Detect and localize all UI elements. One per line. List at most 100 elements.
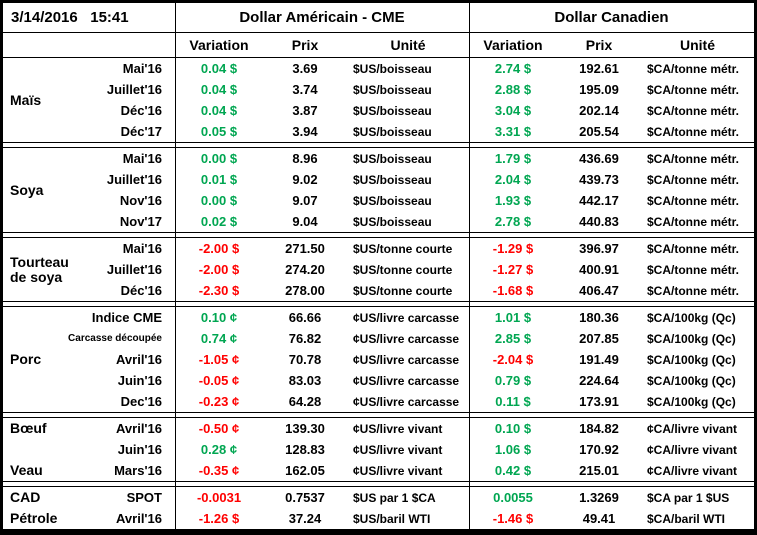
us-prix-value: 37.24 <box>288 511 322 526</box>
contract-label: Déc'17 <box>120 124 162 139</box>
contract-label: Juillet'16 <box>106 262 162 277</box>
us-unite-value: $US/boisseau <box>353 103 432 118</box>
contract-label: Indice CME <box>91 310 162 325</box>
us-variation-value: -2.30 $ <box>198 283 240 298</box>
contract-label: Mai'16 <box>122 241 162 256</box>
contract-label: Avril'16 <box>116 421 162 436</box>
ca-variation-value: 2.78 $ <box>494 214 532 229</box>
ca-unite-value: $CA/tonne métr. <box>647 124 740 139</box>
us-variation-value: 0.04 $ <box>200 82 238 97</box>
contract-label: Nov'16 <box>119 193 162 208</box>
contract-label: Mai'16 <box>122 151 162 166</box>
ca-variation-value: 2.04 $ <box>494 172 532 187</box>
commodity-label: Pétrole <box>10 510 58 526</box>
ca-unite-value: $CA/tonne métr. <box>647 172 740 187</box>
ca-unite-value: $CA/tonne métr. <box>647 61 740 76</box>
us-unite-value: $US/boisseau <box>353 82 432 97</box>
contract-label: Nov'17 <box>119 214 162 229</box>
us-variation-value: -1.26 $ <box>198 511 240 526</box>
us-prix-value: 0.7537 <box>285 490 325 505</box>
ca-prix-value: 440.83 <box>579 214 619 229</box>
group-boeuf-veau: Bœuf Avril'16 -0.50 ¢ 139.30 ¢US/livre vivan… <box>3 417 754 482</box>
ca-prix-value: 202.14 <box>579 103 619 118</box>
us-unite-value: $US/tonne courte <box>353 262 453 277</box>
us-variation-value: 0.05 $ <box>200 124 238 139</box>
ca-unite-value: $CA/tonne métr. <box>647 151 740 166</box>
ca-prix-value: 436.69 <box>579 151 619 166</box>
us-prix-value: 139.30 <box>285 421 325 436</box>
commodity-label: Maïs <box>10 91 42 108</box>
commodity-label: Tourteau de soya <box>10 253 69 285</box>
us-variation-value: 0.01 $ <box>200 172 238 187</box>
us-unite-value: ¢US/livre carcasse <box>353 310 460 325</box>
us-column-divider <box>175 3 176 530</box>
us-prix-value: 162.05 <box>285 463 325 478</box>
us-prix-value: 9.02 <box>292 172 318 187</box>
us-prix-value: 3.94 <box>292 124 318 139</box>
us-prix-value: 278.00 <box>285 283 325 298</box>
us-variation-value: 0.00 $ <box>200 193 238 208</box>
ca-variation-value: 2.74 $ <box>494 61 532 76</box>
us-prix-value: 66.66 <box>288 310 322 325</box>
us-variation-value: -0.05 ¢ <box>198 373 240 388</box>
us-unite-value: $US/boisseau <box>353 172 432 187</box>
group-soya: Soya Mai'16 0.00 $ 8.96 $US/boisseau 1.79 $ 43… <box>3 147 754 233</box>
us-prix-value: 8.96 <box>292 151 318 166</box>
ca-variation-value: 2.88 $ <box>494 82 532 97</box>
us-unite-value: ¢US/livre carcasse <box>353 352 460 367</box>
us-variation-value: 0.28 ¢ <box>200 442 238 457</box>
us-prix-value: 76.82 <box>288 331 322 346</box>
contract-label: Carcasse découpée <box>68 333 162 344</box>
us-unite-value: $US par 1 $CA <box>353 490 436 505</box>
commodity-label: CAD <box>10 489 41 505</box>
us-unite-value: $US/tonne courte <box>353 241 453 256</box>
ca-unite-value: $CA/baril WTI <box>647 511 726 526</box>
us-prix-value: 64.28 <box>288 394 322 409</box>
ca-variation-value: 0.0055 <box>493 490 533 505</box>
group-mais: Maïs Mai'16 0.04 $ 3.69 $US/boisseau 2.74 $ 19… <box>3 57 754 143</box>
us-prix-value: 3.74 <box>292 82 318 97</box>
us-prix-value: 128.83 <box>285 442 325 457</box>
ca-unite-header: Unité <box>680 37 715 53</box>
ca-prix-value: 184.82 <box>579 421 619 436</box>
ca-prix-value: 180.36 <box>579 310 619 325</box>
us-unite-value: ¢US/livre carcasse <box>353 394 460 409</box>
ca-unite-value: $CA/tonne métr. <box>647 82 740 97</box>
ca-prix-value: 49.41 <box>582 511 616 526</box>
us-variation-value: -0.23 ¢ <box>198 394 240 409</box>
ca-prix-value: 215.01 <box>579 463 619 478</box>
us-variation-value: 0.02 $ <box>200 214 238 229</box>
contract-label: Déc'16 <box>120 283 162 298</box>
ca-unite-value: $CA/tonne métr. <box>647 214 740 229</box>
contract-label: Juin'16 <box>117 373 162 388</box>
commodity-label: Veau <box>10 462 43 478</box>
us-unite-value: $US/boisseau <box>353 124 432 139</box>
us-prix-value: 9.07 <box>292 193 318 208</box>
us-prix-value: 9.04 <box>292 214 318 229</box>
ca-unite-value: $CA/100kg (Qc) <box>647 394 736 409</box>
ca-unite-value: $CA/100kg (Qc) <box>647 310 736 325</box>
us-variation-value: -0.35 ¢ <box>198 463 240 478</box>
us-variation-header: Variation <box>189 37 249 53</box>
us-variation-value: -2.00 $ <box>198 241 240 256</box>
contract-label: Avril'16 <box>116 352 162 367</box>
ca-prix-value: 442.17 <box>579 193 619 208</box>
us-prix-value: 3.69 <box>292 61 318 76</box>
ca-prix-value: 396.97 <box>579 241 619 256</box>
ca-unite-value: $CA/tonne métr. <box>647 262 740 277</box>
ca-prix-value: 439.73 <box>579 172 619 187</box>
ca-unite-value: $CA/100kg (Qc) <box>647 373 736 388</box>
us-unite-value: ¢US/livre vivant <box>353 463 443 478</box>
ca-variation-value: 3.31 $ <box>494 124 532 139</box>
ca-prix-value: 170.92 <box>579 442 619 457</box>
contract-label: Déc'16 <box>120 103 162 118</box>
ca-section-title: Dollar Canadien <box>554 9 669 26</box>
commodity-label: Soya <box>10 181 44 198</box>
us-unite-value: ¢US/livre carcasse <box>353 331 460 346</box>
ca-prix-value: 207.85 <box>579 331 619 346</box>
ca-unite-value: $CA/100kg (Qc) <box>647 352 736 367</box>
ca-variation-header: Variation <box>483 37 543 53</box>
us-variation-value: 0.74 ¢ <box>200 331 238 346</box>
commodity-label: Bœuf <box>10 420 47 436</box>
